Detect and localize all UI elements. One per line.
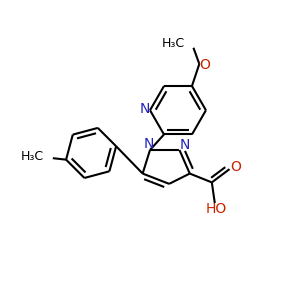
Text: N: N xyxy=(180,138,190,152)
Text: H₃C: H₃C xyxy=(161,37,184,50)
Text: O: O xyxy=(230,160,241,174)
Text: O: O xyxy=(199,58,210,71)
Text: H₃C: H₃C xyxy=(21,150,44,163)
Text: HO: HO xyxy=(206,202,227,217)
Text: N: N xyxy=(143,136,154,151)
Text: N: N xyxy=(140,102,150,116)
